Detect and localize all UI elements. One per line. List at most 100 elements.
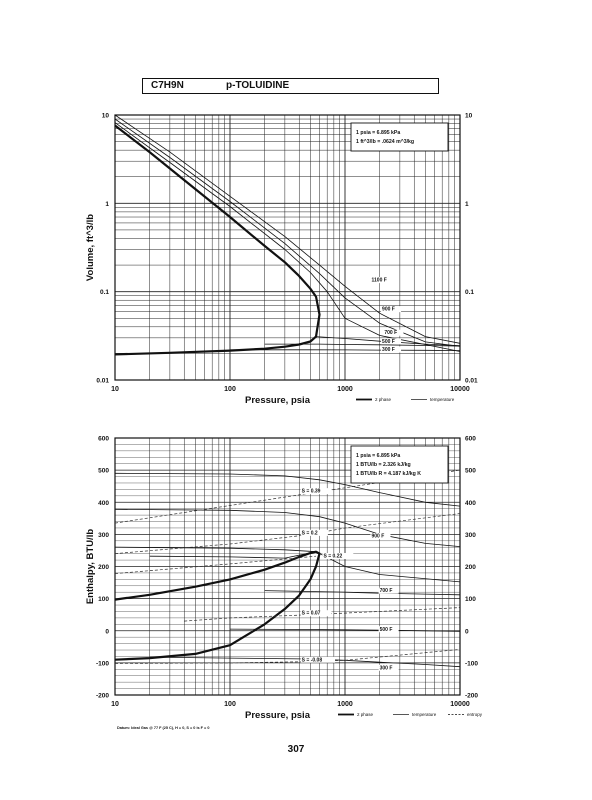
- conversion-text: 1 BTU/lb R = 4.187 kJ/kg K: [356, 471, 421, 477]
- curve-label: 500 F: [382, 339, 395, 345]
- curve-label: S = -0.08: [302, 657, 323, 663]
- temperature-curve: [230, 349, 461, 351]
- y-tick-label-left: 0.1: [100, 289, 109, 296]
- y-tick-label-left: -100: [96, 660, 109, 667]
- conversion-text: 1 psia = 6.895 kPa: [356, 130, 400, 136]
- curve-label: 700 F: [384, 330, 397, 336]
- formula-label: C7H9N: [151, 80, 184, 91]
- y-tick-label-right: -100: [465, 660, 478, 667]
- curve-label-bg: [322, 553, 354, 560]
- x-tick-label: 1000: [337, 386, 353, 393]
- legend-label: temperature: [430, 397, 455, 402]
- curve-label-bg: [300, 656, 336, 663]
- y-axis-label: Enthalpy, BTU/lb: [85, 529, 96, 604]
- curve-label-bg: [370, 533, 391, 540]
- curve-label: S = 0.07: [302, 611, 321, 617]
- x-axis-label: Pressure, psia: [245, 395, 311, 406]
- temperature-curve: [114, 118, 461, 347]
- y-tick-label-right: 0: [465, 628, 469, 635]
- temperature-curve: [114, 114, 461, 344]
- legend-label: temperature: [412, 712, 437, 717]
- y-tick-label-right: 400: [465, 500, 476, 507]
- curve-label: 900 F: [382, 307, 395, 313]
- y-tick-label-left: 10: [102, 113, 110, 120]
- temperature-curve: [114, 472, 461, 507]
- x-tick-label: 1000: [337, 701, 353, 708]
- volume-chart: 10 100 1000 100000.010.11100.010.1110Pressu…: [85, 113, 478, 407]
- x-tick-label: 10000: [450, 701, 470, 708]
- temperature-curve: [114, 122, 461, 352]
- chart-title-box: C7H9N p-TOLUIDINE: [142, 78, 439, 94]
- y-tick-label-right: 100: [465, 596, 476, 603]
- conversion-box: [350, 122, 449, 152]
- temperature-curve: [315, 336, 461, 346]
- curve-label: 300 F: [380, 665, 393, 671]
- curve-label: S = 0.22: [323, 554, 342, 560]
- y-tick-label-left: 300: [98, 532, 109, 539]
- y-tick-label-left: 500: [98, 468, 109, 475]
- temperature-curve: [229, 628, 461, 632]
- y-tick-label-left: 100: [98, 596, 109, 603]
- x-tick-label: 10: [111, 701, 119, 708]
- temperature-curve: [264, 590, 461, 596]
- temperature-curve: [114, 508, 461, 547]
- curve-label-bg: [300, 488, 332, 495]
- curve-label: 900 F: [372, 534, 385, 540]
- plot-frame: [114, 437, 461, 696]
- y-tick-label-right: -200: [465, 693, 478, 700]
- y-tick-label-left: 0.01: [96, 378, 109, 385]
- legend-label: 2 phase: [357, 712, 374, 717]
- curve-label-bg: [300, 529, 328, 536]
- temperature-curve: [149, 551, 461, 583]
- x-tick-label: 10: [111, 386, 119, 393]
- curve-label: 700 F: [380, 588, 393, 594]
- x-tick-label: 10000: [450, 386, 470, 393]
- legend-label: 2 phase: [375, 397, 392, 402]
- conversion-text: 1 ft^3/lb = .0624 m^3/kg: [356, 139, 414, 145]
- datum-note: Datum: Ideal Gas @ 77 F (25 C), H = 0, S…: [117, 726, 209, 730]
- y-tick-label-right: 600: [465, 436, 476, 443]
- y-tick-label-right: 500: [465, 468, 476, 475]
- y-tick-label-right: 0.1: [465, 289, 474, 296]
- y-tick-label-right: 10: [465, 113, 473, 120]
- y-tick-label-right: 300: [465, 532, 476, 539]
- temperature-curve: [114, 546, 317, 553]
- temperature-curve: [264, 343, 461, 347]
- curve-label-bg: [370, 277, 395, 284]
- entropy-curve: [114, 555, 317, 574]
- conversion-box: [350, 445, 449, 484]
- curve-label-bg: [378, 664, 399, 671]
- x-tick-label: 100: [224, 386, 236, 393]
- y-tick-label-left: 1: [105, 201, 109, 208]
- y-tick-label-right: 200: [465, 564, 476, 571]
- curve-label: S = 0.2: [302, 530, 318, 536]
- y-tick-label-left: 600: [98, 436, 109, 443]
- curve-label-bg: [378, 626, 399, 633]
- y-tick-label-left: -200: [96, 693, 109, 700]
- x-axis-label: Pressure, psia: [245, 710, 311, 721]
- curve-label-bg: [383, 329, 404, 336]
- two-phase-curve: [114, 124, 321, 356]
- curve-label-bg: [300, 610, 332, 617]
- curve-label: S = 0.39: [302, 489, 321, 495]
- curve-label: 500 F: [380, 627, 393, 633]
- curve-label-bg: [381, 306, 402, 313]
- curve-label-bg: [381, 346, 402, 353]
- y-tick-label-left: 0: [105, 628, 109, 635]
- curve-label-bg: [381, 338, 402, 345]
- y-tick-label-left: 200: [98, 564, 109, 571]
- curve-label: 1100 F: [372, 278, 387, 284]
- y-tick-label-right: 1: [465, 201, 469, 208]
- enthalpy-chart: 10 100 1000 10000-200-100010020030040050060…: [85, 436, 483, 731]
- y-tick-label-left: 400: [98, 500, 109, 507]
- curve-label: 300 F: [382, 347, 395, 353]
- conversion-text: 1 psia = 6.895 kPa: [356, 453, 400, 459]
- compound-name: p-TOLUIDINE: [226, 80, 290, 91]
- legend-label: entropy: [467, 712, 483, 717]
- plot-frame: [114, 114, 461, 381]
- x-tick-label: 100: [224, 701, 236, 708]
- y-axis-label: Volume, ft^3/lb: [85, 214, 96, 281]
- y-tick-label-right: 0.01: [465, 378, 478, 385]
- page-number: 307: [287, 744, 305, 755]
